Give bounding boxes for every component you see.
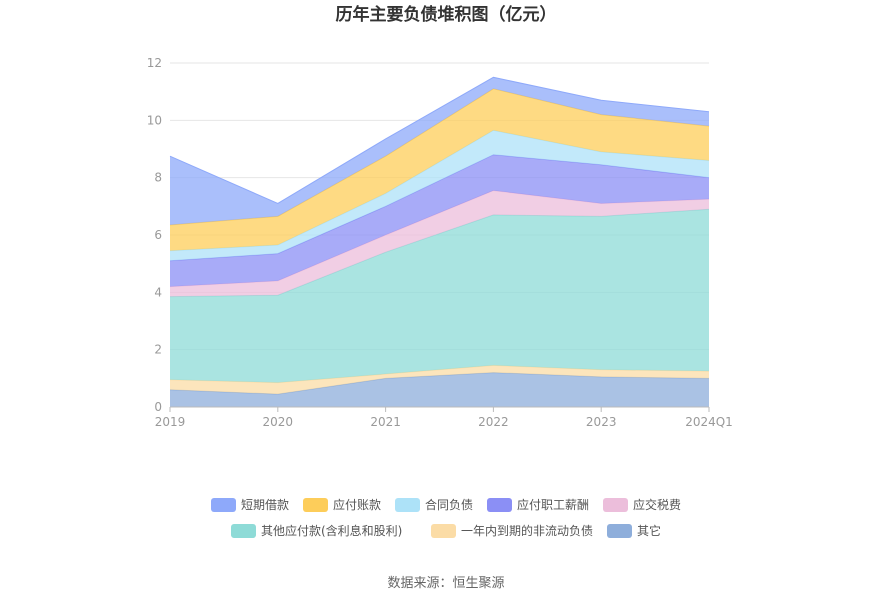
y-tick-label: 12 [147, 56, 162, 70]
legend-item[interactable]: 应交税费 [603, 497, 681, 512]
legend-label: 应付账款 [333, 497, 381, 512]
x-tick-label: 2021 [370, 415, 401, 429]
legend-label: 一年内到期的非流动负债 [461, 523, 593, 538]
y-tick-label: 8 [154, 171, 162, 185]
legend-swatch [607, 524, 632, 538]
legend-label: 应交税费 [633, 497, 681, 512]
area-series-2 [170, 209, 709, 383]
area-series-7 [170, 77, 709, 225]
legend-label: 合同负债 [425, 497, 473, 512]
y-tick-label: 10 [147, 113, 162, 127]
legend-item[interactable]: 一年内到期的非流动负债 [431, 523, 593, 538]
legend-label: 短期借款 [241, 498, 289, 512]
x-tick-label: 2022 [478, 415, 509, 429]
y-tick-label: 2 [154, 343, 162, 357]
y-tick-label: 6 [154, 228, 162, 242]
area-series-edge-7 [169, 76, 710, 205]
legend-swatch [603, 498, 628, 512]
legend-label: 其他应付款(含利息和股利) [261, 523, 402, 538]
x-tick-label: 2023 [586, 415, 617, 429]
area-series-3 [170, 190, 709, 297]
legend-swatch [395, 498, 420, 512]
legend-swatch [487, 498, 512, 512]
legend-item[interactable]: 短期借款 [211, 498, 289, 512]
legend-swatch [431, 524, 456, 538]
data-source: 数据来源：恒生聚源 [387, 576, 504, 591]
legend-item[interactable]: 合同负债 [395, 497, 473, 512]
legend-swatch [231, 524, 256, 538]
area-series-1 [170, 365, 709, 395]
legend-item[interactable]: 其他应付款(含利息和股利) [231, 523, 402, 538]
y-tick-label: 0 [154, 400, 162, 414]
x-tick-label: 2019 [155, 415, 186, 429]
area-series-0 [170, 372, 709, 407]
area-series-edge-3 [169, 190, 710, 288]
axis-layer: 0 2 4 6 8 10 12 2019 2020 2021 2022 2023 2024Q1 [147, 56, 733, 429]
legend-item[interactable]: 应付职工薪酬 [487, 497, 589, 512]
area-series-6 [170, 88, 709, 251]
legend-item[interactable]: 其它 [607, 523, 661, 538]
x-tick-label: 2020 [263, 415, 294, 429]
legend-item[interactable]: 应付账款 [303, 497, 381, 512]
x-tick-label: 2024Q1 [685, 415, 733, 429]
legend-label: 其它 [637, 523, 661, 538]
legend-swatch [211, 498, 236, 512]
y-tick-label: 4 [154, 285, 162, 299]
area-layer [169, 76, 710, 407]
chart-title: 历年主要负债堆积图（亿元） [336, 4, 557, 25]
legend-swatch [303, 498, 328, 512]
area-series-4 [170, 154, 709, 287]
legend-label: 应付职工薪酬 [517, 497, 589, 512]
area-series-edge-6 [169, 88, 710, 226]
